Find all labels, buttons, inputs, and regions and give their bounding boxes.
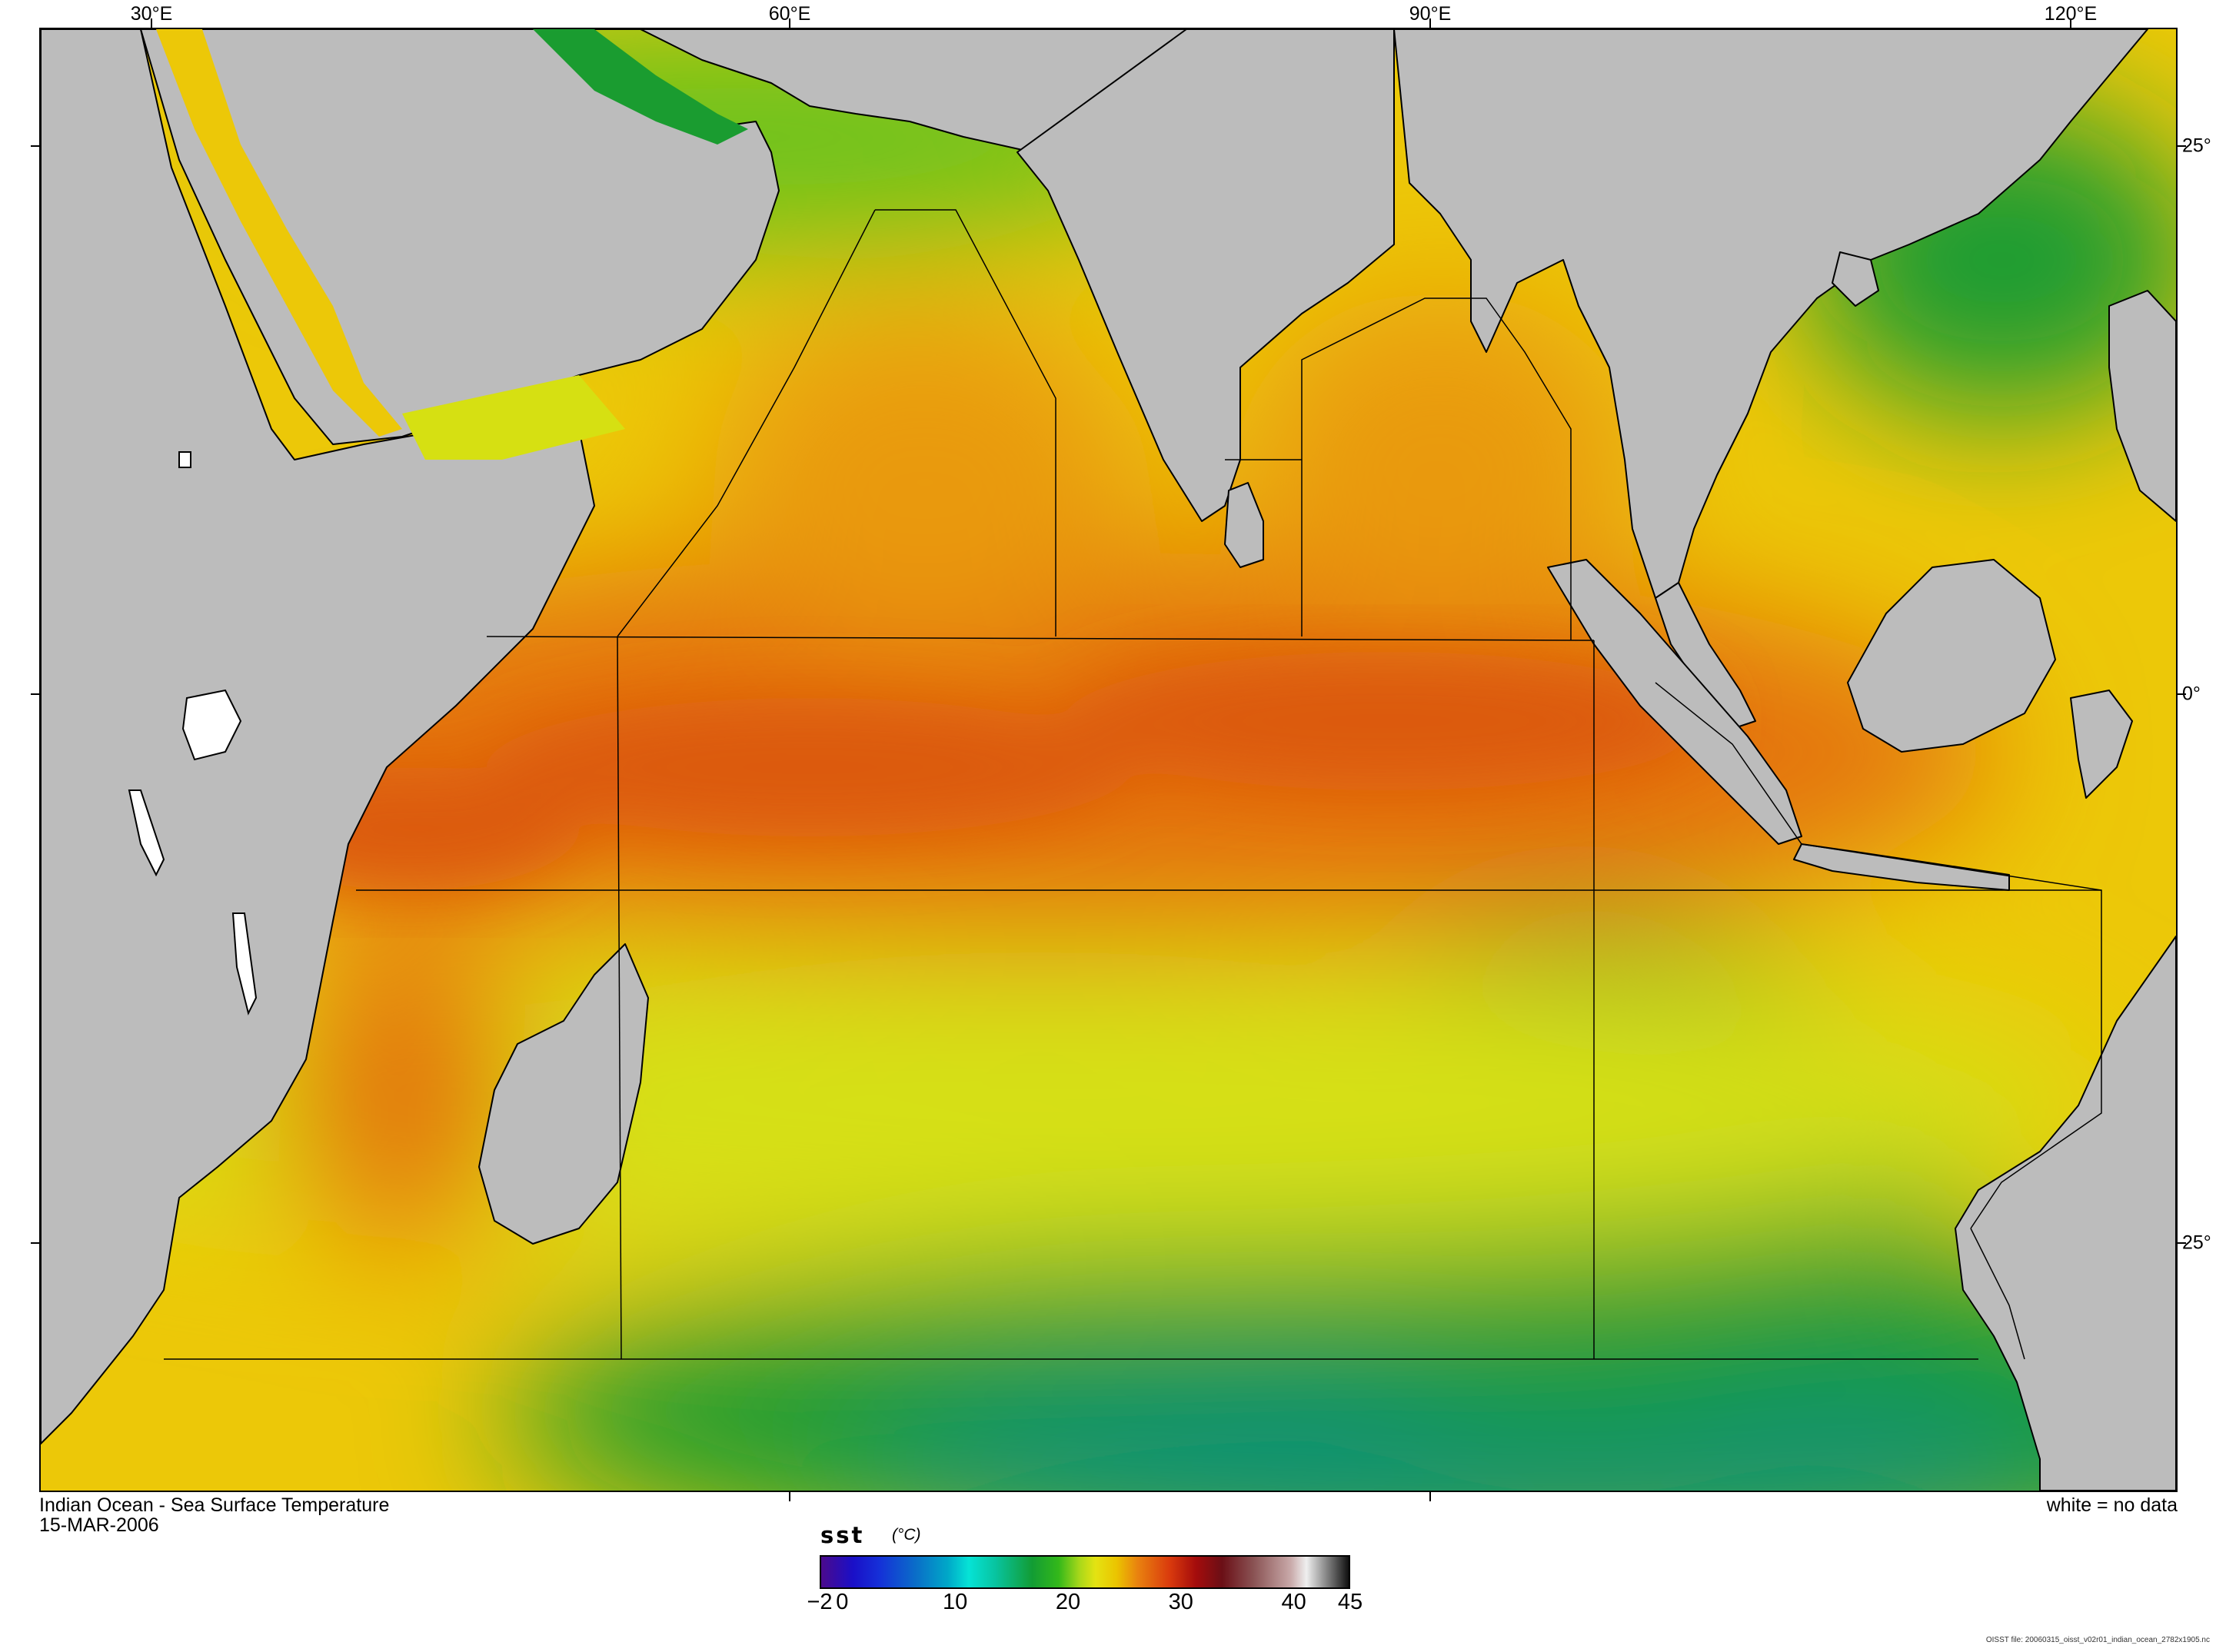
colorbar-tick-label: 0 — [836, 1590, 849, 1614]
tick-top-90 — [1429, 18, 1431, 28]
file-note: OISST file: 20060315_oisst_v02r01_indian… — [1985, 1636, 2210, 1644]
land-borneo — [1847, 559, 2056, 753]
tick-top-30 — [151, 18, 152, 28]
tick-top-60 — [789, 18, 790, 28]
colorbar-tick-label: 10 — [943, 1590, 968, 1614]
colorbar — [820, 1555, 1350, 1589]
tick-bottom-60 — [789, 1492, 790, 1501]
tick-top-120 — [2070, 18, 2071, 28]
colorbar-tick-label: 40 — [1281, 1590, 1306, 1614]
sea-red-sea — [156, 29, 402, 437]
land-sumatra — [1547, 559, 1802, 845]
land-africa — [41, 29, 595, 1444]
tick-left-0 — [31, 693, 39, 695]
tick-left-25n — [31, 145, 39, 147]
boundary-east-indonesia — [1655, 682, 2102, 1229]
no-data-lake-1 — [178, 451, 191, 468]
sst-map-svg — [41, 29, 2176, 1491]
colorbar-variable-name: sst — [820, 1522, 865, 1548]
no-data-note: white = no data — [2046, 1494, 2178, 1516]
no-data-lakes — [128, 451, 258, 1015]
sst-map — [39, 28, 2178, 1492]
boundary-se-australia — [1970, 1228, 2025, 1360]
tick-left-25s — [31, 1242, 39, 1244]
land-philippines — [2108, 290, 2176, 522]
no-data-lake-tanganyika — [128, 789, 165, 877]
land-masses — [41, 29, 2176, 1491]
map-title: Indian Ocean - Sea Surface Temperature — [39, 1494, 390, 1516]
no-data-lake-victoria — [181, 689, 242, 761]
boundary-arabian-sea-west — [617, 209, 876, 637]
tick-right-0 — [2178, 693, 2186, 695]
colorbar-unit: (°C) — [892, 1526, 921, 1544]
no-data-lake-malawi — [231, 912, 258, 1015]
boundary-bay-of-bengal — [1301, 297, 1572, 640]
land-australia — [1955, 936, 2176, 1491]
region-boundary-lines — [164, 209, 2102, 1360]
colorbar-tick-label: 30 — [1168, 1590, 1193, 1614]
land-madagascar — [478, 943, 649, 1245]
boundary-central-west — [617, 636, 622, 1360]
tick-right-25s — [2178, 1242, 2186, 1244]
tick-bottom-90 — [1429, 1492, 1431, 1501]
land-hainan — [1832, 251, 1879, 307]
boundary-equator-line — [486, 636, 1595, 641]
land-sulawesi — [2070, 690, 2133, 799]
sea-persian-gulf — [533, 29, 748, 145]
lat-label-25s: 25° — [2182, 1232, 2211, 1254]
land-sri-lanka — [1224, 482, 1264, 568]
colorbar-tick-label: 20 — [1055, 1590, 1081, 1614]
lat-label-0: 0° — [2182, 683, 2201, 705]
boundary-arabian-sea — [875, 209, 1056, 637]
colorbar-tick-label: 45 — [1337, 1590, 1363, 1614]
inland-seas — [156, 29, 748, 460]
lat-label-25n: 25° — [2182, 135, 2211, 157]
tick-right-25n — [2178, 145, 2186, 147]
map-date: 15-MAR-2006 — [39, 1514, 159, 1536]
sea-gulf-of-aden — [402, 375, 625, 460]
colorbar-tick-label: −2 — [807, 1590, 833, 1614]
